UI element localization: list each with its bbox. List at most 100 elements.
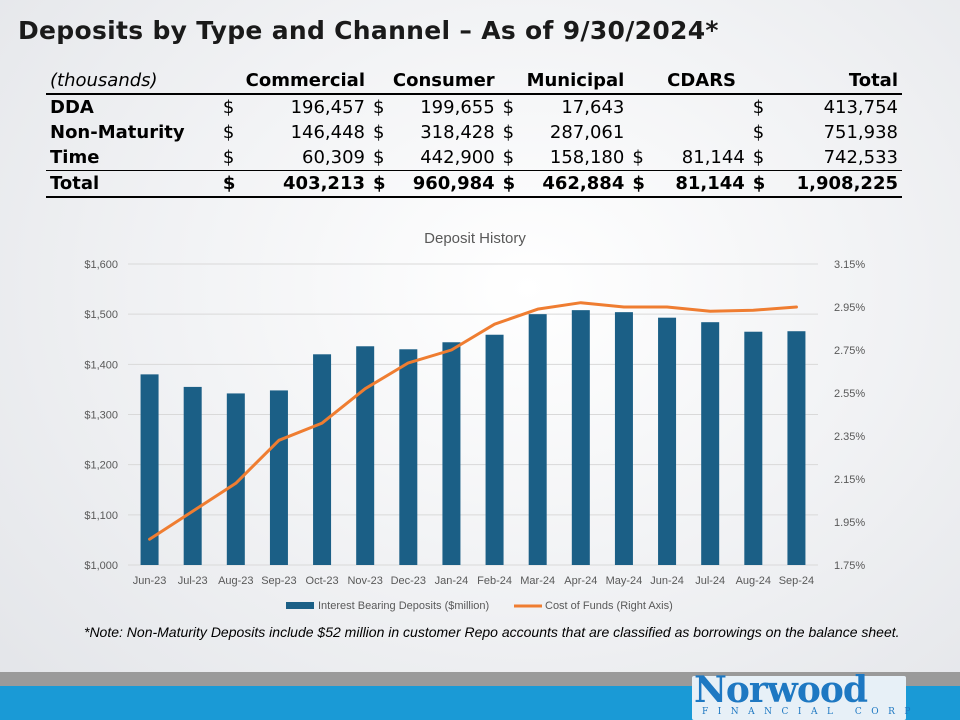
bar	[226, 393, 245, 565]
bar	[442, 342, 461, 565]
logo-background	[692, 676, 906, 720]
bar	[701, 322, 720, 565]
currency-symbol: $	[222, 97, 235, 118]
left-axis-tick: $1,300	[84, 410, 118, 422]
left-axis-tick: $1,500	[84, 309, 118, 321]
right-axis-tick: 2.55%	[834, 388, 865, 400]
bar	[528, 314, 547, 565]
right-axis-tick: 2.35%	[834, 431, 865, 443]
currency-symbol: $	[748, 145, 770, 171]
currency-symbol: $	[373, 173, 386, 194]
right-axis-tick: 1.75%	[834, 560, 865, 572]
company-logo: Norwood	[694, 669, 868, 711]
currency-symbol	[628, 120, 649, 145]
cell-value: 199,655	[420, 97, 495, 118]
legend-swatch-bars	[286, 602, 314, 609]
currency-symbol	[628, 94, 649, 120]
currency-symbol: $	[502, 122, 515, 143]
bar	[744, 331, 763, 565]
row-label: Total	[50, 173, 100, 194]
cell-value: 287,061	[549, 122, 625, 143]
row-label: DDA	[50, 97, 94, 118]
bar	[269, 390, 288, 565]
row-label: Non-Maturity	[50, 122, 185, 143]
table-row: Time $60,309 $442,900 $158,180 $81,144 $742,5…	[46, 145, 902, 171]
x-axis-tick: Oct-23	[306, 575, 339, 587]
cost-of-funds-line	[148, 301, 798, 541]
bar-series	[140, 310, 806, 565]
currency-symbol: $	[498, 145, 520, 171]
x-axis-tick: Jul-23	[178, 575, 208, 587]
cell-value: 81,144	[648, 145, 749, 171]
currency-symbol: $	[218, 145, 240, 171]
left-axis-tick: $1,400	[84, 359, 118, 371]
x-axis-tick: Feb-24	[477, 575, 512, 587]
cell-value: 742,533	[769, 145, 902, 171]
currency-symbol: $	[632, 173, 645, 194]
right-axis-tick: 2.15%	[834, 474, 865, 486]
x-axis-tick: Dec-23	[391, 575, 426, 587]
x-axis-tick: Aug-24	[736, 575, 771, 587]
currency-symbol: $	[502, 97, 515, 118]
x-axis-tick: May-24	[606, 575, 643, 587]
x-axis-tick: Mar-24	[520, 575, 555, 587]
cell-value: 1,908,225	[796, 173, 898, 194]
x-axis-tick: Jun-24	[650, 575, 684, 587]
currency-symbol: $	[373, 97, 385, 118]
table-row: DDA $196,457 $199,655 $17,643 $413,754	[46, 94, 902, 120]
column-header-municipal: Municipal	[526, 70, 625, 91]
currency-symbol: $	[373, 122, 385, 143]
bar	[140, 374, 159, 565]
legend-label-line: Cost of Funds (Right Axis)	[545, 600, 673, 612]
column-header-commercial: Commercial	[245, 70, 365, 91]
right-axis-tick: 2.75%	[834, 345, 865, 357]
left-axis-tick: $1,100	[84, 510, 118, 522]
line-series	[148, 301, 798, 541]
currency-symbol: $	[752, 97, 765, 118]
currency-symbol: $	[222, 122, 235, 143]
bar	[787, 331, 806, 565]
cell-value: 462,884	[542, 173, 625, 194]
x-axis-tick: Nov-23	[347, 575, 382, 587]
currency-symbol: $	[502, 173, 516, 194]
column-header-cdars: CDARS	[667, 70, 737, 91]
bar	[356, 346, 375, 565]
chart-legend: Interest Bearing Deposits ($million) Cost…	[286, 600, 673, 612]
bar	[485, 334, 504, 565]
right-axis-tick: 3.15%	[834, 259, 865, 271]
cell-value: 960,984	[412, 173, 495, 194]
left-axis-tick: $1,200	[84, 460, 118, 472]
cell-value: 196,457	[290, 97, 365, 118]
company-logo-subtitle: FINANCIAL CORP	[702, 707, 920, 717]
right-axis-tick: 2.95%	[834, 302, 865, 314]
currency-symbol: $	[628, 145, 649, 171]
column-header-total: Total	[848, 70, 898, 91]
x-axis-tick: Apr-24	[564, 575, 597, 587]
page-title: Deposits by Type and Channel – As of 9/3…	[18, 16, 719, 45]
units-label: (thousands)	[50, 70, 158, 91]
currency-symbol: $	[369, 145, 390, 171]
table-header-row: (thousands) Commercial Consumer Municipa…	[46, 68, 902, 94]
column-header-consumer: Consumer	[392, 70, 495, 91]
currency-symbol: $	[752, 173, 766, 194]
row-label: Time	[46, 145, 219, 171]
x-axis-tick: Jan-24	[435, 575, 469, 587]
deposit-history-chart: Deposit History $1,000 $1,100 $1,200 $1,300…	[84, 230, 865, 612]
x-axis-tick: Sep-23	[261, 575, 296, 587]
x-axis-tick: Jul-24	[695, 575, 725, 587]
left-axis-tick: $1,600	[84, 259, 118, 271]
cell-value	[649, 94, 749, 120]
left-axis-tick: $1,000	[84, 560, 118, 572]
cell-value: 158,180	[519, 145, 629, 171]
cell-value: 81,144	[675, 173, 745, 194]
bar	[183, 386, 202, 565]
bar	[658, 317, 677, 565]
footnote: *Note: Non-Maturity Deposits include $52…	[84, 624, 900, 640]
bar	[399, 349, 418, 565]
cell-value: 60,309	[239, 145, 369, 171]
currency-symbol: $	[752, 122, 765, 143]
x-axis-tick: Jun-23	[133, 575, 167, 587]
cell-value: 403,213	[283, 173, 365, 194]
x-axis-tick: Aug-23	[218, 575, 253, 587]
cell-value: 146,448	[290, 122, 365, 143]
